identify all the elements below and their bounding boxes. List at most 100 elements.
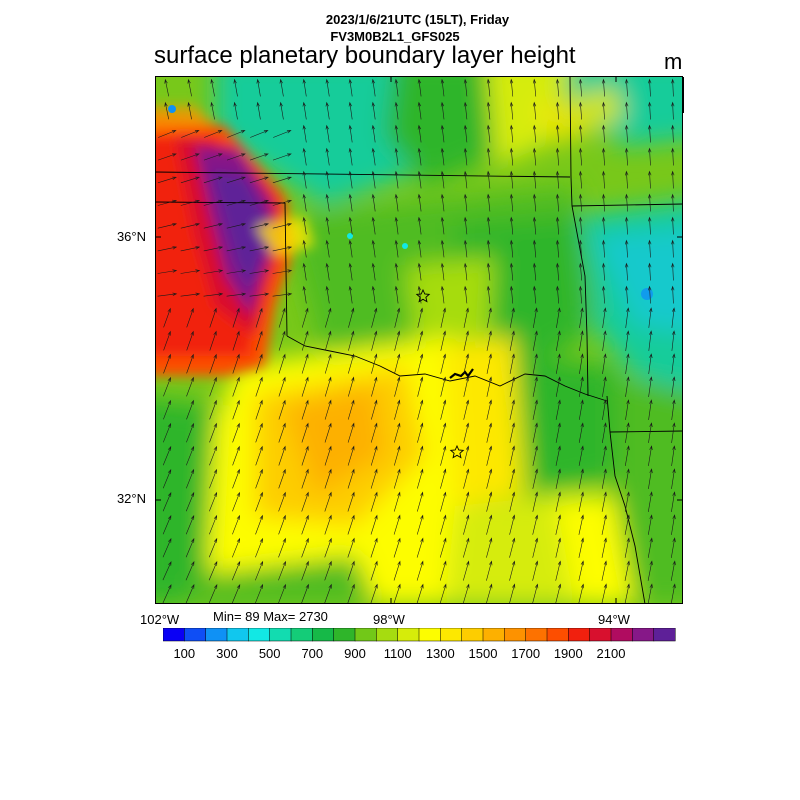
wind-arrow — [486, 216, 491, 235]
wind-arrow — [648, 399, 653, 420]
wind-arrow — [625, 330, 630, 351]
wind-arrow — [648, 422, 653, 443]
wind-arrow — [185, 560, 195, 581]
wind-arrow — [279, 101, 284, 120]
wind-arrow — [186, 330, 194, 351]
wind-arrow — [324, 468, 332, 489]
wind-arrow — [209, 468, 217, 489]
wind-arrow — [255, 468, 263, 489]
wind-arrow — [602, 307, 607, 328]
wind-arrow — [602, 422, 607, 443]
wind-arrow — [255, 307, 263, 328]
wind-arrow — [417, 399, 424, 420]
wind-arrow — [579, 353, 584, 374]
wind-arrow — [671, 124, 675, 143]
wind-arrow — [394, 216, 399, 235]
wind-arrow — [162, 561, 172, 581]
wind-arrow — [325, 330, 332, 351]
wind-arrow — [509, 376, 515, 397]
wind-arrow — [578, 537, 584, 558]
wind-arrow — [601, 514, 607, 535]
wind-arrow — [371, 239, 376, 258]
wind-arrow — [602, 101, 606, 120]
wind-arrow — [625, 170, 629, 189]
wind-arrow — [417, 330, 424, 351]
wind-arrow — [671, 514, 676, 535]
wind-arrow — [417, 147, 422, 166]
wind-arrow — [532, 491, 538, 512]
wind-arrow — [250, 130, 269, 138]
wind-arrow — [555, 560, 562, 581]
wind-arrow — [440, 514, 447, 535]
wind-arrow — [533, 307, 538, 328]
wind-arrow — [648, 285, 652, 304]
wind-arrow — [180, 176, 200, 184]
wind-arrow — [555, 583, 562, 604]
wind-arrow — [463, 445, 470, 466]
colorbar-swatch — [163, 628, 185, 642]
wind-arrow — [417, 101, 422, 120]
wind-arrow — [602, 193, 606, 212]
wind-arrow — [208, 561, 218, 581]
wind-arrow — [486, 353, 492, 374]
wind-arrow — [601, 537, 607, 558]
wind-arrow — [439, 560, 447, 581]
wind-arrow — [232, 445, 240, 466]
wind-arrow — [226, 153, 246, 161]
wind-arrow — [180, 246, 201, 252]
wind-arrow — [324, 514, 332, 535]
colorbar-label: 2100 — [596, 646, 626, 661]
wind-arrow — [440, 262, 445, 281]
wind-arrow — [625, 262, 629, 281]
wind-arrow — [272, 223, 293, 229]
colorbar-swatch — [226, 628, 249, 642]
wind-arrow — [579, 124, 583, 143]
wind-arrow — [348, 193, 353, 212]
wind-arrow — [302, 193, 307, 212]
wind-arrow — [624, 560, 630, 581]
wind-arrow — [186, 376, 194, 397]
wind-arrow — [232, 399, 240, 420]
map-frame — [155, 76, 683, 604]
wind-arrow — [509, 101, 514, 120]
wind-arrow — [324, 376, 332, 397]
wind-arrow — [555, 445, 561, 466]
wind-arrow — [556, 353, 561, 374]
lat-label-36n: 36°N — [116, 229, 146, 244]
colorbar-label: 700 — [301, 646, 324, 661]
wind-arrow — [417, 216, 422, 235]
model-header: FV3M0B2L1_GFS025 — [330, 29, 460, 44]
wind-arrow — [440, 376, 447, 397]
wind-arrow — [602, 170, 606, 189]
wind-arrow — [463, 262, 468, 281]
datetime-header: 2023/1/6/21UTC (15LT), Friday — [325, 12, 510, 27]
wind-arrow — [416, 514, 424, 535]
wind-arrow — [648, 262, 652, 281]
wind-arrow — [232, 307, 240, 328]
wind-arrow — [249, 223, 270, 229]
wind-arrow — [157, 246, 178, 252]
wind-arrow — [648, 124, 652, 143]
wind-arrow — [648, 468, 653, 489]
wind-arrow — [157, 292, 178, 297]
colorbar-label: 1900 — [553, 646, 583, 661]
wind-arrow — [255, 514, 263, 535]
wind-arrow — [578, 422, 584, 443]
wind-arrow — [278, 445, 286, 466]
wind-arrow — [579, 101, 583, 120]
wind-arrow — [532, 560, 539, 581]
wind-arrow — [417, 445, 424, 466]
wind-arrow — [278, 376, 286, 397]
wind-arrow — [486, 583, 493, 604]
wind-arrow — [272, 176, 292, 184]
wind-arrow — [555, 376, 561, 397]
wind-arrow — [555, 78, 560, 97]
wind-arrow — [486, 147, 491, 166]
wind-arrow — [255, 445, 263, 466]
wind-arrow — [671, 262, 675, 281]
wind-arrow — [370, 468, 378, 489]
wind-arrow — [602, 330, 607, 351]
lon-label-98w: 98°W — [373, 612, 405, 627]
wind-arrow — [439, 583, 447, 604]
wind-arrow — [162, 514, 172, 535]
